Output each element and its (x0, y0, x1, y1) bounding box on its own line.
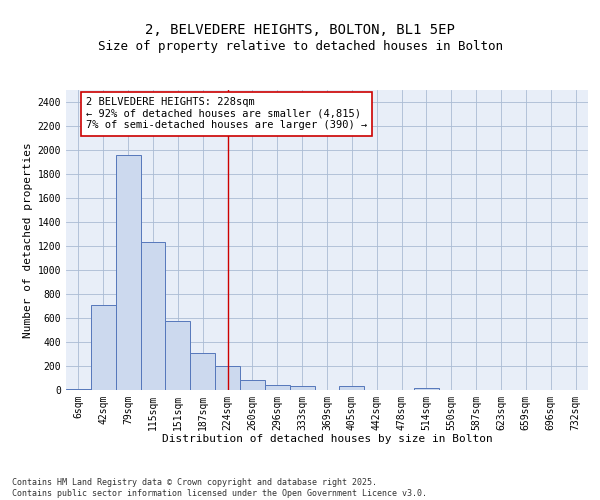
Text: Contains HM Land Registry data © Crown copyright and database right 2025.
Contai: Contains HM Land Registry data © Crown c… (12, 478, 427, 498)
Bar (290, 386, 314, 390)
Bar (414, 388, 439, 390)
Bar (240, 380, 265, 390)
Bar (116, 155, 140, 390)
Bar (190, 354, 215, 390)
Text: Size of property relative to detached houses in Bolton: Size of property relative to detached ho… (97, 40, 503, 53)
Text: 2 BELVEDERE HEIGHTS: 228sqm
← 92% of detached houses are smaller (4,815)
7% of s: 2 BELVEDERE HEIGHTS: 228sqm ← 92% of det… (86, 97, 367, 130)
Bar (340, 386, 364, 390)
Bar (166, 321, 190, 390)
Bar (66, 389, 91, 390)
X-axis label: Distribution of detached houses by size in Bolton: Distribution of detached houses by size … (161, 434, 493, 444)
Bar (215, 366, 240, 390)
Bar (265, 384, 290, 390)
Bar (91, 305, 116, 390)
Y-axis label: Number of detached properties: Number of detached properties (23, 142, 34, 338)
Bar (140, 242, 166, 390)
Text: 2, BELVEDERE HEIGHTS, BOLTON, BL1 5EP: 2, BELVEDERE HEIGHTS, BOLTON, BL1 5EP (145, 22, 455, 36)
